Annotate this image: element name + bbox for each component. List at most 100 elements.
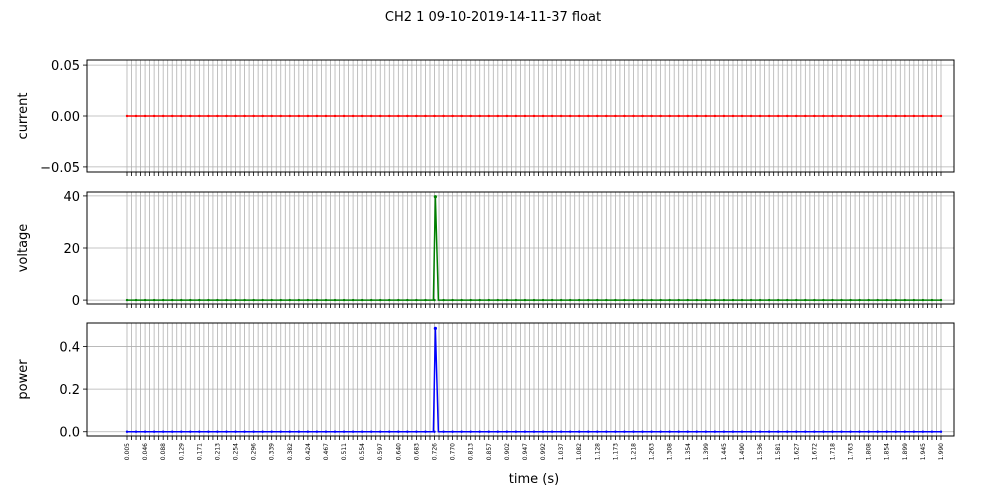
data-point <box>379 430 382 433</box>
data-point <box>532 298 536 302</box>
x-tick-label: 1.308 <box>667 443 674 460</box>
data-point <box>614 298 617 302</box>
data-point <box>659 430 662 433</box>
data-point <box>903 298 907 302</box>
x-tick-label: 1.173 <box>612 443 619 460</box>
data-point <box>578 298 581 302</box>
data-point <box>587 430 590 433</box>
data-point <box>180 430 183 433</box>
data-point <box>713 430 717 433</box>
data-point <box>198 430 201 433</box>
data-point <box>659 298 662 302</box>
data-point <box>288 298 291 302</box>
data-point <box>822 114 825 118</box>
data-point <box>152 430 156 433</box>
data-point <box>921 114 925 118</box>
x-tick-label: 1.128 <box>594 443 601 460</box>
data-point <box>704 298 708 302</box>
data-point <box>623 298 626 302</box>
data-point <box>370 298 373 302</box>
x-tick-label: 0.046 <box>142 443 149 460</box>
data-point <box>152 114 156 118</box>
axes-frame <box>86 59 955 173</box>
data-point <box>912 298 916 302</box>
data-point <box>894 430 897 433</box>
data-point <box>406 430 409 433</box>
data-point <box>568 430 572 433</box>
data-point <box>804 114 807 118</box>
data-point <box>469 114 472 118</box>
x-tick-label: 0.005 <box>124 443 131 460</box>
data-point <box>587 114 590 118</box>
y-tick-label: 0.05 <box>51 59 80 74</box>
x-tick-label: 0.254 <box>233 443 240 460</box>
data-point <box>885 114 888 118</box>
spike-point <box>433 195 437 199</box>
data-point <box>351 114 355 118</box>
data-point <box>171 430 174 433</box>
data-point <box>342 430 346 433</box>
data-point <box>695 298 698 302</box>
data-point <box>614 114 617 118</box>
data-point <box>867 430 870 433</box>
data-point <box>342 298 346 302</box>
data-point <box>460 298 463 302</box>
data-point <box>306 430 310 433</box>
y-tick-label: 0.2 <box>59 383 80 398</box>
data-point <box>487 114 490 118</box>
data-point <box>143 114 147 118</box>
data-point <box>722 114 726 118</box>
data-point <box>813 298 816 302</box>
x-tick-label: 1.990 <box>938 443 945 460</box>
data-point <box>596 114 599 118</box>
data-point <box>813 430 816 433</box>
data-point <box>704 114 708 118</box>
data-point <box>912 114 916 118</box>
x-tick-label: 0.213 <box>214 443 221 460</box>
data-point <box>207 298 210 302</box>
data-point <box>397 430 400 433</box>
data-point <box>180 298 183 302</box>
data-point <box>333 430 337 433</box>
x-tick-label: 1.263 <box>649 443 656 460</box>
data-point <box>496 298 500 302</box>
data-point <box>134 114 138 118</box>
data-point <box>541 430 545 433</box>
x-tick-labels: 0.005 0.046 0.088 0.129 0.171 0.213 0.254 0.296… <box>124 443 945 460</box>
x-tick-label: 1.354 <box>685 443 692 460</box>
data-point <box>216 114 219 118</box>
data-point <box>722 430 726 433</box>
data-point <box>406 114 409 118</box>
x-tick-label: 1.082 <box>576 443 583 460</box>
data-point <box>270 298 273 302</box>
data-point <box>677 298 680 302</box>
data-point <box>623 430 626 433</box>
data-point <box>731 298 735 302</box>
data-point <box>279 114 282 118</box>
data-point <box>650 298 653 302</box>
data-point <box>225 114 228 118</box>
data-point <box>333 114 337 118</box>
data-point <box>469 430 472 433</box>
data-point <box>795 430 798 433</box>
data-point <box>496 114 500 118</box>
data-point <box>360 114 364 118</box>
data-point <box>532 430 536 433</box>
data-point <box>261 430 264 433</box>
data-point <box>171 114 174 118</box>
data-point <box>234 298 237 302</box>
power-markers <box>125 430 943 433</box>
data-point <box>370 430 373 433</box>
x-tick-label: 1.445 <box>721 443 728 460</box>
x-tick-label: 0.554 <box>359 443 366 460</box>
data-point <box>713 114 717 118</box>
data-point <box>243 430 246 433</box>
data-point <box>885 298 888 302</box>
data-point <box>523 298 527 302</box>
data-point <box>786 114 789 118</box>
data-point <box>668 430 671 433</box>
data-point <box>152 298 156 302</box>
x-tick-label: 0.296 <box>251 443 258 460</box>
data-point <box>252 114 255 118</box>
